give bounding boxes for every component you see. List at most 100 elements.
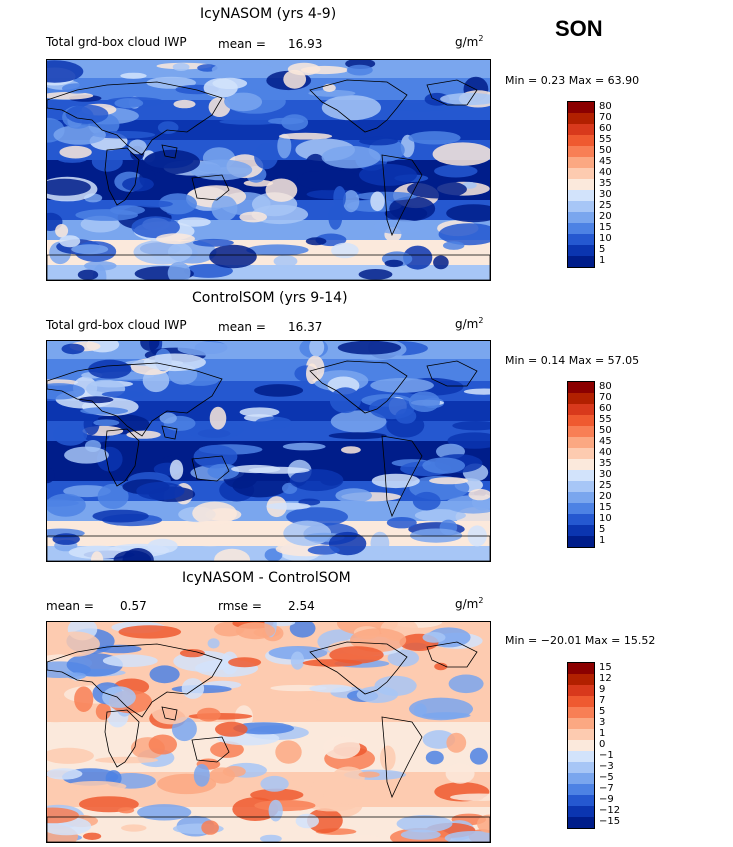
colorbar-tick-label: 15 [599, 662, 612, 673]
field-blob [224, 92, 263, 112]
panel-3-minmax: Min = −20.01 Max = 15.52 [505, 634, 656, 647]
coastline [309, 360, 408, 414]
coastline [47, 643, 223, 718]
colorbar-tick-label: 40 [599, 167, 612, 178]
field-blob [265, 178, 298, 202]
field-blob [93, 419, 120, 426]
field-blob [422, 632, 446, 643]
colorbar-tick-label: −5 [599, 772, 614, 783]
colorbar-swatch [568, 448, 594, 459]
panel-3-mean-value: 0.57 [120, 599, 147, 613]
colorbar-tick-label: −7 [599, 783, 614, 794]
colorbar-tick-label: 5 [599, 524, 606, 535]
coastline [191, 736, 230, 763]
colorbar-tick-label: 10 [599, 233, 612, 244]
field-blob [370, 531, 390, 555]
field-blob [355, 191, 418, 201]
field-blob [61, 343, 85, 355]
field-blob [370, 191, 385, 212]
field-blob [309, 684, 353, 693]
colorbar-swatch [568, 806, 594, 817]
coastline [381, 435, 423, 518]
colorbar-swatch [568, 784, 594, 795]
field-blob [330, 410, 387, 433]
field-blob [91, 150, 123, 172]
colorbar-swatches [567, 101, 595, 268]
field-blob [113, 550, 151, 561]
panel-2-minmax: Min = 0.14 Max = 57.05 [505, 354, 640, 367]
field-blob [102, 686, 136, 708]
field-blob [277, 133, 292, 159]
field-blob [219, 118, 283, 125]
field-blob [396, 815, 453, 833]
field-blob [400, 829, 441, 840]
field-blob [429, 477, 469, 485]
colorbar-tick-label: −1 [599, 750, 614, 761]
colorbar-swatch [568, 751, 594, 762]
coastline [47, 254, 490, 280]
field-blob [64, 446, 109, 464]
coastline [104, 709, 140, 768]
colorbar-swatch [568, 179, 594, 190]
season-label: SON [555, 16, 603, 41]
field-blob [136, 482, 185, 500]
panel-1-map [46, 59, 491, 281]
coastline [381, 154, 423, 237]
field-blob [83, 832, 102, 840]
panel-2-units: g/m2 [455, 316, 484, 331]
colorbar-swatch [568, 404, 594, 415]
field-blob [331, 242, 359, 259]
panel-2-colorbar: 80 70 60 55 50 45 40 35 30 25 20 15 10 5 1 [567, 381, 612, 548]
field-blob [228, 657, 262, 668]
field-blob [51, 631, 100, 657]
colorbar-swatch [568, 685, 594, 696]
field-blob [167, 261, 191, 280]
field-blob [254, 143, 279, 170]
field-blob [95, 702, 111, 720]
field-blob [329, 646, 384, 664]
colorbar-swatch [568, 718, 594, 729]
field-blob [177, 217, 211, 227]
coastline [161, 706, 178, 721]
panel-3-title: IcyNASOM - ControlSOM [182, 570, 351, 586]
field-blob [358, 771, 380, 778]
field-blob [47, 768, 83, 780]
field-blob [78, 396, 114, 404]
field-blob [386, 517, 417, 529]
field-blob [333, 186, 346, 209]
field-blob [342, 190, 360, 213]
field-blob [248, 466, 310, 474]
field-blob [307, 545, 340, 555]
field-blob [207, 638, 220, 649]
colorbar-swatch [568, 729, 594, 740]
field-blob [408, 131, 461, 145]
field-blob [254, 384, 304, 397]
field-blob [328, 205, 343, 230]
field-blob [65, 104, 109, 124]
panel-1-minmax: Min = 0.23 Max = 63.90 [505, 74, 640, 87]
field-blob [260, 834, 282, 842]
field-blob [148, 734, 177, 755]
field-blob [137, 804, 192, 821]
field-blob [359, 136, 398, 146]
field-blob [156, 233, 195, 245]
field-blob [443, 241, 465, 250]
colorbar-tick-label: 5 [599, 706, 606, 717]
field-blob [266, 536, 283, 545]
colorbar-tick-label: 15 [599, 502, 612, 513]
coastline [309, 79, 408, 133]
field-blob [159, 412, 177, 424]
field-blob [295, 813, 319, 829]
field-blob [275, 740, 302, 764]
field-map-svg [47, 622, 490, 842]
panel-3-colorbar: 15 12 9 7 5 3 1 0 −1 −3 −5 −7 −9 −12 −15 [567, 662, 620, 829]
field-blob [297, 169, 361, 191]
colorbar-tick-label: 80 [599, 101, 612, 112]
field-blob [158, 193, 197, 215]
field-blob [59, 145, 92, 159]
field-blob [172, 63, 190, 71]
colorbar-tick-label: 80 [599, 381, 612, 392]
colorbar-swatch [568, 696, 594, 707]
field-blob [425, 750, 444, 765]
colorbar-tick-label: 7 [599, 695, 606, 706]
